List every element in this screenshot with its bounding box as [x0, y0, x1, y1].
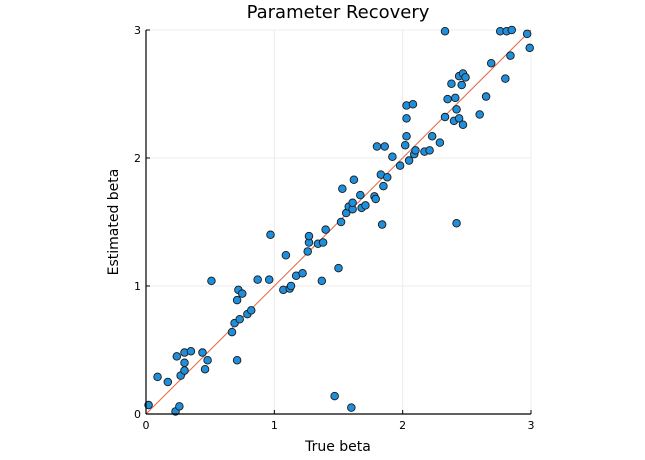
data-point [507, 25, 517, 35]
data-point [349, 175, 359, 185]
y-tick-labels: 0 1 2 3 [134, 24, 141, 421]
y-tick-label: 1 [134, 280, 141, 293]
data-point [461, 73, 470, 82]
data-point [237, 289, 247, 298]
data-point [379, 181, 388, 191]
data-point [440, 27, 450, 36]
data-point [372, 142, 382, 151]
data-point [207, 276, 216, 286]
x-axis-label: True beta [304, 439, 371, 455]
data-point [506, 51, 515, 60]
x-tick-labels: 0 1 2 3 [143, 419, 535, 432]
data-point [522, 29, 532, 39]
data-point [458, 120, 468, 129]
data-point [180, 358, 189, 368]
data-point [402, 131, 411, 141]
data-point [330, 391, 339, 401]
data-point [304, 231, 314, 241]
data-point [153, 372, 162, 382]
data-point [266, 230, 275, 240]
data-point [377, 220, 387, 229]
data-point [411, 146, 420, 155]
data-point [232, 355, 242, 365]
data-point [402, 114, 411, 123]
data-point [383, 172, 392, 182]
data-point [317, 276, 327, 286]
data-point [227, 327, 237, 337]
data-point [454, 114, 464, 123]
data-point [400, 140, 410, 150]
data-point [457, 80, 466, 90]
data-point [180, 366, 189, 375]
y-tick-label: 0 [134, 408, 141, 421]
data-point [286, 281, 296, 291]
data-point [338, 184, 347, 193]
data-points [144, 25, 534, 416]
data-point [172, 352, 182, 361]
data-point [361, 201, 370, 210]
data-point [334, 263, 343, 273]
data-point [200, 364, 210, 374]
data-point [475, 110, 484, 119]
data-point [440, 112, 450, 122]
axes [145, 29, 532, 415]
data-point [452, 219, 461, 228]
y-tick-label: 2 [134, 152, 141, 165]
data-point [404, 156, 414, 165]
data-point [348, 198, 357, 208]
data-point [408, 99, 418, 109]
data-point [395, 161, 405, 170]
data-point [388, 152, 397, 161]
data-point [425, 146, 434, 155]
data-point [203, 355, 212, 365]
data-point [246, 306, 256, 315]
data-point [235, 315, 244, 324]
y-tick-label: 3 [134, 24, 141, 37]
data-point [232, 295, 242, 305]
data-point [186, 347, 196, 356]
data-point [525, 43, 534, 53]
data-point [253, 275, 262, 284]
data-point [443, 94, 452, 104]
data-point [427, 131, 437, 141]
x-tick-label: 0 [143, 419, 150, 432]
data-point [144, 400, 153, 410]
data-point [318, 238, 328, 247]
data-point [435, 138, 445, 147]
data-point [298, 268, 307, 278]
y-axis-label: Estimated beta [106, 169, 122, 276]
data-point [486, 59, 496, 68]
data-point [163, 377, 173, 387]
data-point [281, 251, 291, 260]
data-point [371, 194, 380, 204]
data-point [451, 93, 460, 103]
x-tick-label: 1 [271, 419, 278, 432]
data-point [321, 225, 330, 234]
data-point [336, 217, 346, 227]
data-point [447, 79, 456, 89]
data-point [481, 92, 491, 101]
data-point [347, 403, 356, 412]
x-tick-label: 3 [528, 419, 535, 432]
data-point [198, 348, 207, 357]
data-point [452, 105, 461, 114]
data-point [501, 74, 510, 83]
data-point [303, 247, 312, 256]
data-point [175, 402, 184, 411]
x-tick-label: 2 [399, 419, 406, 432]
data-point [264, 275, 274, 284]
chart-title: Parameter Recovery [247, 2, 430, 23]
data-point [356, 190, 365, 200]
data-point [380, 142, 389, 151]
